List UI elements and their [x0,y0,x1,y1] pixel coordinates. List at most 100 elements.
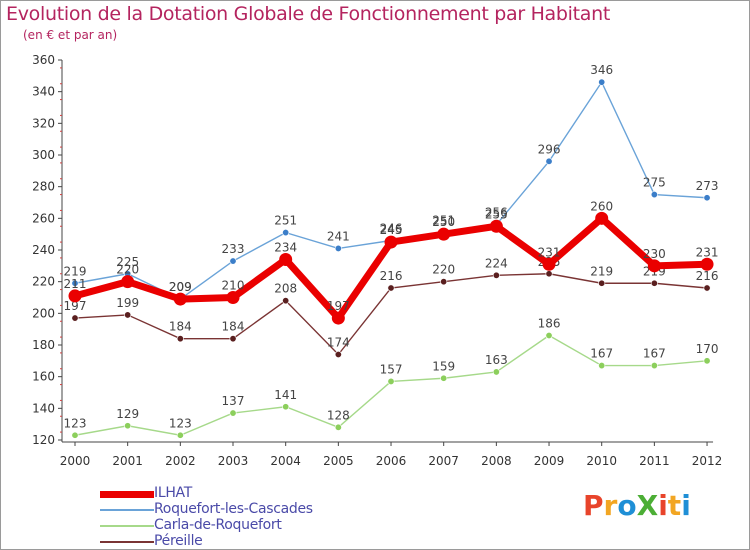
legend-swatch [100,525,154,527]
data-label: 216 [696,269,719,283]
x-tick-label: 2002 [165,454,196,468]
data-label: 251 [432,214,455,228]
ilhat-point [173,292,187,306]
ilhat-point [121,275,135,289]
data-point [545,331,553,339]
data-point [598,78,606,86]
data-point [492,368,500,376]
data-point [703,284,711,292]
x-tick-label: 2001 [112,454,143,468]
logo-letter: r [603,489,618,522]
data-point [71,279,79,287]
data-label: 197 [64,299,87,313]
data-label: 346 [590,63,613,77]
data-point [650,191,658,199]
data-point [492,271,500,279]
y-tick-label: 140 [32,401,55,415]
x-tick-label: 2012 [692,454,723,468]
ilhat-point [647,259,661,273]
logo-letter: X [636,489,659,522]
x-tick-label: 2011 [639,454,670,468]
data-label: 170 [696,342,719,356]
data-label: 184 [222,320,245,334]
x-tick-label: 2006 [376,454,407,468]
chart-title: Evolution de la Dotation Globale de Fonc… [6,3,611,25]
data-label: 159 [432,359,455,373]
logo-letter: i [681,489,691,522]
legend-swatch [100,490,154,498]
data-point [650,362,658,370]
data-point [650,279,658,287]
y-tick-label: 180 [32,338,55,352]
data-label: 184 [169,320,192,334]
data-point [334,350,342,358]
x-tick-label: 2008 [481,454,512,468]
logo-letter: t [667,489,682,522]
data-label: 123 [169,416,192,430]
data-point [176,335,184,343]
data-point [229,257,237,265]
data-point [334,423,342,431]
data-point [282,297,290,305]
x-tick-label: 2010 [586,454,617,468]
chart-subtitle: (en € et par an) [23,28,118,42]
data-point [387,284,395,292]
y-tick-label: 160 [32,370,55,384]
data-label: 273 [696,179,719,193]
logo-letter: P [583,489,604,522]
x-tick-label: 2007 [428,454,459,468]
data-point [387,377,395,385]
data-label: 167 [643,347,666,361]
ilhat-point [331,311,345,325]
x-tick-label: 2003 [218,454,249,468]
data-label: 210 [222,279,245,293]
data-label: 233 [222,242,245,256]
data-label: 251 [274,214,297,228]
y-tick-label: 360 [32,53,55,67]
data-point [440,278,448,286]
ilhat-point [384,235,398,249]
y-tick-label: 240 [32,243,55,257]
y-tick-label: 280 [32,180,55,194]
x-tick-label: 2004 [270,454,301,468]
data-point [282,229,290,237]
data-label: 174 [327,336,350,350]
data-label: 129 [116,407,139,421]
data-point [229,335,237,343]
legend-swatch [100,541,154,543]
data-label: 250 [432,215,455,229]
data-label: 296 [538,142,561,156]
data-label: 224 [485,256,508,270]
y-tick-label: 300 [32,148,55,162]
ilhat-point [595,211,609,225]
data-point [440,374,448,382]
data-label: 225 [116,255,139,269]
ilhat-point [68,289,82,303]
data-label: 275 [643,176,666,190]
data-label: 128 [327,408,350,422]
data-label: 246 [380,222,403,236]
ilhat-point [542,257,556,271]
ilhat-point [437,227,451,241]
data-point [124,422,132,430]
data-label: 245 [380,223,403,237]
data-point [124,311,132,319]
data-point [229,409,237,417]
data-point [703,194,711,202]
data-label: 167 [590,347,613,361]
legend-label: Péreille [154,533,203,549]
data-point [598,362,606,370]
proxiti-logo: ProXiti [583,489,691,522]
data-point [545,157,553,165]
ilhat-point [279,253,293,266]
y-tick-label: 260 [32,211,55,225]
data-label: 219 [590,264,613,278]
data-label: 199 [116,296,139,310]
data-label: 234 [274,241,297,255]
data-label: 208 [274,282,297,296]
data-point [176,431,184,439]
legend-swatch [100,509,154,511]
data-label: 163 [485,353,508,367]
data-point [703,357,711,365]
